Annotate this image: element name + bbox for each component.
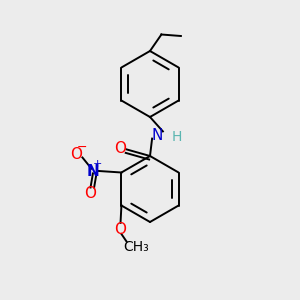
Text: +: + <box>93 159 102 170</box>
Text: H: H <box>172 130 182 143</box>
Text: O: O <box>114 141 126 156</box>
Text: O: O <box>70 147 83 162</box>
Text: N: N <box>152 128 163 142</box>
Text: O: O <box>114 222 126 237</box>
Text: O: O <box>84 186 96 201</box>
Text: −: − <box>76 141 87 154</box>
Text: CH₃: CH₃ <box>124 240 149 254</box>
Text: N: N <box>86 164 99 178</box>
